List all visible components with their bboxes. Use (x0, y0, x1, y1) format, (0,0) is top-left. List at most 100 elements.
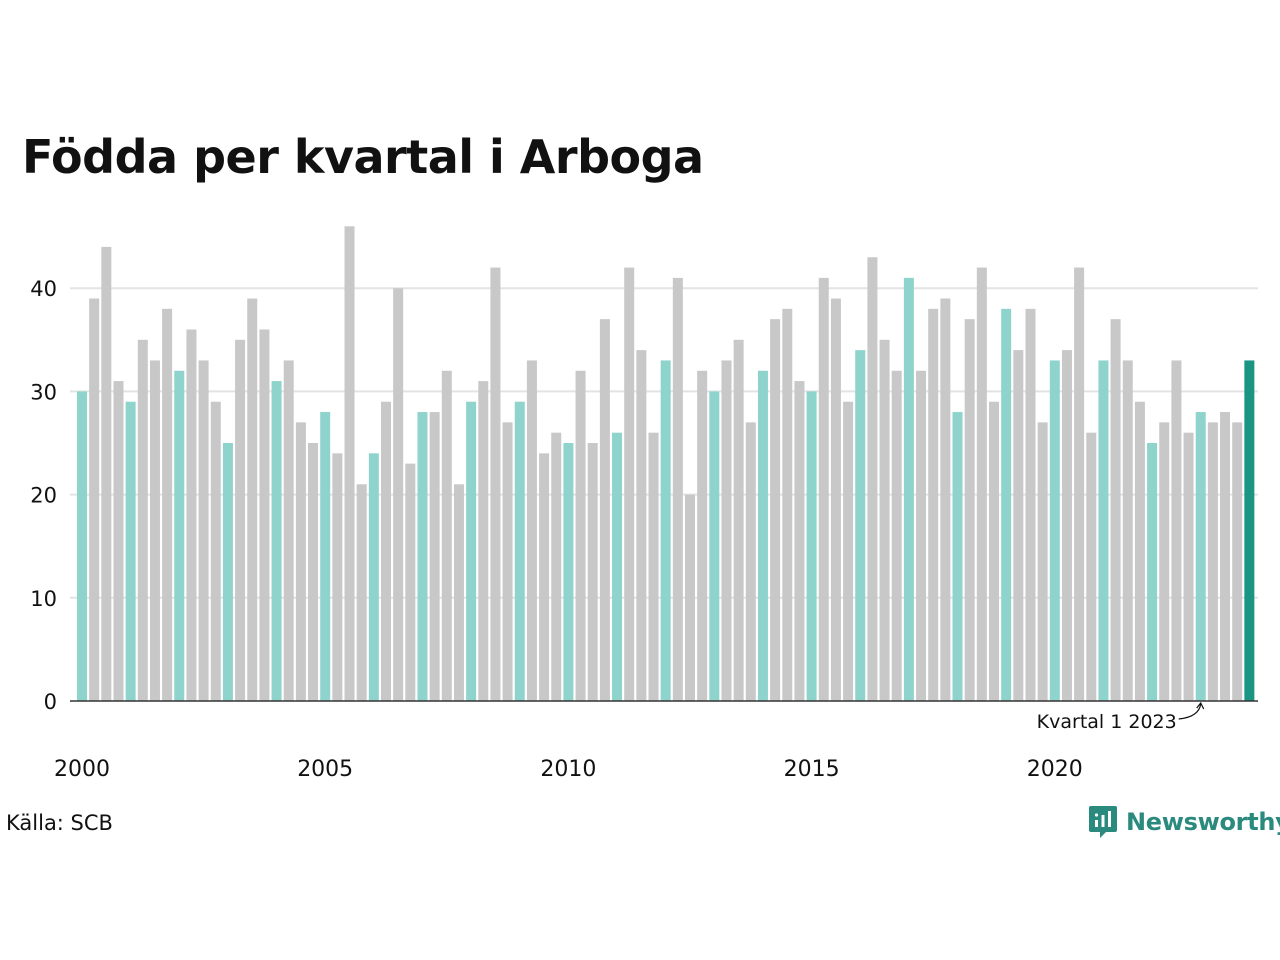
bar (1244, 360, 1255, 701)
bar (940, 298, 951, 701)
bar (928, 308, 939, 701)
bar (1049, 360, 1060, 701)
bar (247, 298, 258, 701)
bar (903, 277, 914, 701)
bar (806, 391, 817, 701)
bar (624, 267, 635, 701)
bar (563, 443, 574, 701)
bar (210, 401, 221, 701)
bar (1074, 267, 1085, 701)
chart-title: Födda per kvartal i Arboga (22, 130, 704, 184)
bar (745, 422, 756, 701)
bar (818, 277, 829, 701)
bar (648, 432, 659, 701)
bar (283, 360, 294, 701)
brand-logo: Newsworthy (1088, 804, 1280, 840)
bar (1001, 308, 1012, 701)
bar (235, 339, 246, 701)
bar (660, 360, 671, 701)
x-tick-label: 2005 (297, 757, 353, 782)
bar (502, 422, 513, 701)
bar (490, 267, 501, 701)
bar (198, 360, 209, 701)
bar (1061, 350, 1072, 701)
bar (1171, 360, 1182, 701)
bar (405, 463, 416, 701)
bar (113, 381, 124, 701)
bar (1207, 422, 1218, 701)
bar (186, 329, 197, 701)
bar (636, 350, 647, 701)
x-tick-label: 2015 (784, 757, 840, 782)
bar (222, 443, 233, 701)
bar (308, 443, 319, 701)
y-tick-label: 20 (30, 484, 57, 508)
bar (599, 319, 610, 701)
newsworthy-logo-icon (1089, 806, 1117, 838)
bar (1220, 412, 1231, 701)
bar (174, 370, 185, 701)
bar (539, 453, 550, 701)
bar (976, 267, 987, 701)
annotation-arrow (1178, 701, 1205, 720)
bar (879, 339, 890, 701)
bar (1183, 432, 1194, 701)
bar (1147, 443, 1158, 701)
bar (1110, 319, 1121, 701)
bar (514, 401, 525, 701)
bar (1122, 360, 1133, 701)
x-axis: 2000 2005 2010 2015 2020 (54, 757, 1083, 782)
bar (1025, 308, 1036, 701)
bar (672, 277, 683, 701)
x-tick-label: 2020 (1027, 757, 1083, 782)
bar (320, 412, 331, 701)
bar (1013, 350, 1024, 701)
bar (964, 319, 975, 701)
bar (441, 370, 452, 701)
bar (1098, 360, 1109, 701)
bar (551, 432, 562, 701)
bar (855, 350, 866, 701)
bar (794, 381, 805, 701)
bar (137, 339, 148, 701)
bar (101, 246, 112, 702)
bar (1195, 412, 1206, 701)
bar (612, 432, 623, 701)
bar (271, 381, 282, 701)
bar (162, 308, 173, 701)
bar (697, 370, 708, 701)
bar (989, 401, 999, 701)
bar (368, 453, 379, 701)
bar (1037, 422, 1048, 701)
y-tick-label: 30 (30, 380, 57, 404)
bar (429, 412, 440, 701)
bar (952, 412, 963, 701)
bar (916, 370, 927, 701)
bar (685, 494, 695, 701)
bar (1232, 422, 1243, 701)
bar (721, 360, 732, 701)
bar (125, 401, 136, 701)
x-tick-label: 2010 (540, 757, 596, 782)
bar (381, 401, 391, 701)
bar (356, 484, 367, 701)
bar (891, 370, 902, 701)
bar (466, 401, 477, 701)
bar (757, 370, 768, 701)
y-tick-label: 40 (30, 277, 57, 301)
annotation-label: Kvartal 1 2023 (1037, 711, 1177, 733)
bar (526, 360, 537, 701)
bar (149, 360, 160, 701)
source-note: Källa: SCB (6, 811, 113, 835)
bar (89, 298, 100, 701)
bar (478, 381, 489, 701)
annotation: Kvartal 1 2023 (1037, 701, 1205, 733)
bar (295, 422, 306, 701)
bar (1086, 432, 1097, 701)
bar (770, 319, 781, 701)
bars (77, 226, 1255, 702)
bar (1159, 422, 1170, 701)
bar (587, 443, 598, 701)
y-tick-label: 0 (44, 690, 57, 714)
